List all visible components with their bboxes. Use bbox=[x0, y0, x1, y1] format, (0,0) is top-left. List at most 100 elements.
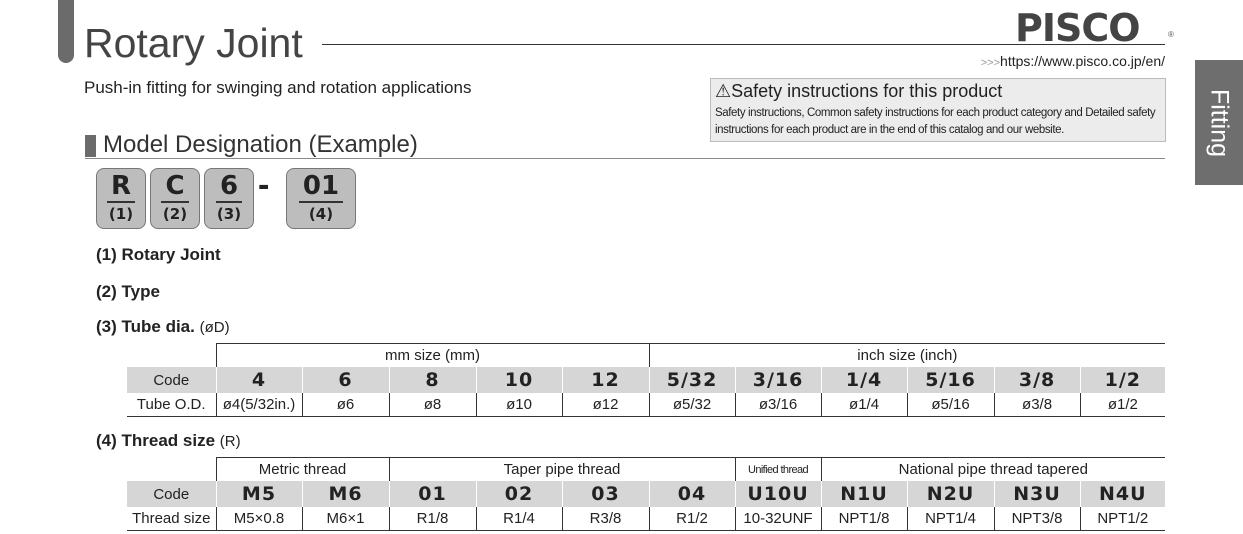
code-cell: 5/32 bbox=[648, 367, 736, 393]
safety-title: ⚠Safety instructions for this product bbox=[715, 81, 1003, 101]
code-cell: 5/16 bbox=[906, 367, 995, 393]
value-cell: NPT1/4 bbox=[906, 507, 995, 531]
code-cell: 3/8 bbox=[993, 367, 1081, 393]
code-cell: 10 bbox=[475, 367, 562, 393]
url[interactable]: >>>https://www.pisco.co.jp/en/ bbox=[981, 53, 1165, 69]
row-label: Code bbox=[127, 367, 216, 393]
section-title: Model Designation (Example) bbox=[103, 131, 418, 158]
section-bar bbox=[85, 135, 96, 157]
item-label: (1) Rotary Joint bbox=[96, 245, 221, 264]
code-cell: 3/16 bbox=[734, 367, 822, 393]
row-label: Tube O.D. bbox=[127, 393, 216, 417]
code-cell: 12 bbox=[561, 367, 650, 393]
rule bbox=[85, 158, 1165, 159]
item: (4) Thread size (R) bbox=[96, 431, 241, 451]
code-cell: N2U bbox=[906, 481, 995, 507]
item-note: (R) bbox=[219, 433, 241, 450]
value-cell: R3/8 bbox=[561, 507, 650, 531]
code-cell: M5 bbox=[215, 481, 302, 507]
code-index: (4) bbox=[308, 205, 334, 223]
value-cell: M5×0.8 bbox=[215, 507, 302, 531]
corner bbox=[127, 458, 216, 482]
code-cell: 02 bbox=[475, 481, 563, 507]
value-cell: ø1/4 bbox=[820, 393, 908, 417]
separator: - bbox=[258, 166, 270, 204]
subtitle: Push-in fitting for swinging and rotatio… bbox=[84, 78, 472, 97]
row-label: Code bbox=[127, 481, 216, 507]
value-cell: ø6 bbox=[301, 393, 389, 417]
code-cell: 1/4 bbox=[820, 367, 908, 393]
safety-body: Safety instructions, Common safety instr… bbox=[715, 107, 1156, 136]
code-cell: 8 bbox=[388, 367, 476, 393]
value-cell: NPT1/8 bbox=[820, 507, 908, 531]
title: Rotary Joint bbox=[84, 20, 303, 66]
safety-box: ⚠Safety instructions for this product Sa… bbox=[710, 78, 1166, 142]
code-cell: 01 bbox=[388, 481, 477, 507]
code-cell: 4 bbox=[215, 367, 302, 393]
value-cell: ø3/16 bbox=[734, 393, 822, 417]
side-tab-label[interactable]: Fitting bbox=[1205, 88, 1234, 157]
item: (2) Type bbox=[96, 282, 160, 302]
group-header: Metric thread bbox=[215, 457, 390, 481]
code-index: (1) bbox=[108, 205, 134, 223]
code-cell: M6 bbox=[301, 481, 390, 507]
value-cell: ø5/32 bbox=[648, 393, 736, 417]
tube-table: mm size (mm) inch size (inch) Code 4 6 8 10 12 5… bbox=[127, 343, 1166, 417]
code-cell: 03 bbox=[561, 481, 650, 507]
brand-logo: PISCO bbox=[1015, 6, 1141, 50]
value-cell: M6×1 bbox=[301, 507, 390, 531]
value-cell: NPT3/8 bbox=[993, 507, 1081, 531]
value-cell: ø12 bbox=[561, 393, 650, 417]
group-header: Unified thread bbox=[734, 457, 822, 481]
corner bbox=[127, 344, 216, 368]
group-header: Taper pipe thread bbox=[388, 457, 736, 481]
value-row: Thread size M5×0.8 M6×1 R1/8 R1/4 R3/8 R1/2 10-… bbox=[127, 507, 1166, 531]
row-label: Thread size bbox=[127, 507, 216, 531]
url-text[interactable]: https://www.pisco.co.jp/en/ bbox=[1000, 53, 1165, 69]
item-label: (4) Thread size bbox=[96, 431, 216, 450]
code-box: R (1) bbox=[96, 168, 146, 229]
thread-table: Metric thread Taper pipe thread Unified th… bbox=[127, 457, 1166, 531]
value-row: Tube O.D. ø4(5/32in.) ø6 ø8 ø10 ø12 ø5/32 ø3/16… bbox=[127, 393, 1166, 417]
code: 6 bbox=[215, 171, 243, 203]
code-cell: 04 bbox=[648, 481, 736, 507]
item-label: (3) Tube dia. bbox=[96, 317, 195, 336]
title-bar bbox=[58, 0, 74, 63]
item-label: (2) Type bbox=[96, 282, 160, 301]
item: (3) Tube dia. (øD) bbox=[96, 317, 230, 337]
url-prefix: >>> bbox=[980, 57, 1001, 69]
brand-mark: ® bbox=[1168, 30, 1174, 39]
code: 01 bbox=[298, 171, 344, 203]
code-index: (2) bbox=[162, 205, 188, 223]
code-row: Code M5 M6 01 02 03 04 U10U N1U N2U N3U N4U bbox=[127, 481, 1166, 507]
item: (1) Rotary Joint bbox=[96, 245, 221, 265]
code-box: 01 (4) bbox=[286, 168, 356, 229]
code-cell: N3U bbox=[993, 481, 1081, 507]
code-cell: 6 bbox=[301, 367, 389, 393]
code-box: C (2) bbox=[150, 168, 200, 229]
code-cell: N1U bbox=[820, 481, 908, 507]
side-tab[interactable]: Fitting bbox=[1195, 60, 1243, 185]
code-cell: 1/2 bbox=[1079, 367, 1166, 393]
code-cell: U10U bbox=[734, 481, 822, 507]
value-cell: ø10 bbox=[475, 393, 562, 417]
code-index: (3) bbox=[216, 205, 242, 223]
group-header: mm size (mm) bbox=[215, 343, 650, 367]
group-row: Metric thread Taper pipe thread Unified th… bbox=[127, 457, 1166, 482]
value-cell: ø8 bbox=[388, 393, 476, 417]
group-row: mm size (mm) inch size (inch) bbox=[127, 343, 1166, 368]
code-box: 6 (3) bbox=[204, 168, 254, 229]
code: R bbox=[106, 171, 136, 203]
group-header: National pipe thread tapered bbox=[820, 457, 1166, 481]
code-row: Code 4 6 8 10 12 5/32 3/16 1/4 5/16 3/8 1/2 bbox=[127, 367, 1166, 393]
value-cell: 10-32UNF bbox=[734, 507, 822, 531]
value-cell: R1/2 bbox=[648, 507, 736, 531]
value-cell: NPT1/2 bbox=[1079, 507, 1166, 531]
value-cell: ø4(5/32in.) bbox=[215, 393, 302, 417]
value-cell: ø3/8 bbox=[993, 393, 1081, 417]
value-cell: R1/8 bbox=[388, 507, 477, 531]
value-cell: ø5/16 bbox=[906, 393, 995, 417]
code-cell: N4U bbox=[1079, 481, 1166, 507]
value-cell: ø1/2 bbox=[1079, 393, 1166, 417]
